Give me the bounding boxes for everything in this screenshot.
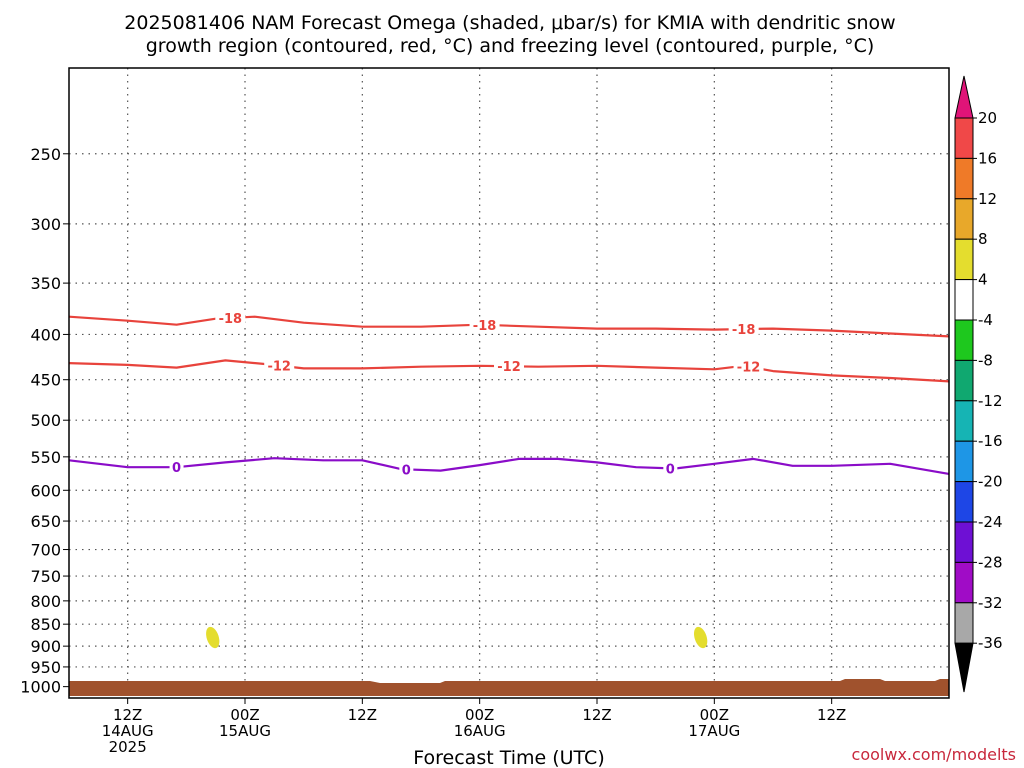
y-tick-label: 850 xyxy=(30,615,61,634)
x-tick-label: 00Z xyxy=(700,706,729,724)
grid-lines xyxy=(69,68,949,698)
colorbar-segment xyxy=(954,561,974,604)
y-tick-label: 750 xyxy=(30,567,61,586)
contour-label: -12 xyxy=(267,360,291,375)
y-tick-label: 700 xyxy=(30,541,61,560)
colorbar-label: 12 xyxy=(978,190,997,208)
x-tick-label: 12Z xyxy=(582,706,611,724)
omega-shaded-region xyxy=(206,626,220,649)
y-tick-label: 500 xyxy=(30,411,61,430)
y-tick-label: 300 xyxy=(30,215,61,234)
contour-label: 0 xyxy=(172,461,181,476)
y-tick-label: 550 xyxy=(30,448,61,467)
contour-label-bg xyxy=(469,316,500,333)
x-tick-label: 14AUG xyxy=(102,722,154,740)
contour-label-bg xyxy=(494,358,524,375)
colorbar-segment xyxy=(954,279,974,321)
colorbar-label: 16 xyxy=(978,149,997,167)
omega-shaded-region xyxy=(694,626,708,649)
contour-label-bg xyxy=(264,357,295,374)
y-tick-label: 800 xyxy=(30,592,61,611)
colorbar-segment xyxy=(954,602,974,644)
x-tick-label: 17AUG xyxy=(688,722,740,740)
contour-lines: -18 -18 -18 -12 -12 -12 0 0 0 xyxy=(68,309,950,478)
colorbar-segment xyxy=(954,157,974,200)
contour-label: -18 xyxy=(219,312,243,327)
contour-label-bg xyxy=(399,461,414,478)
colorbar-label: -8 xyxy=(978,351,993,369)
y-tick-label: 450 xyxy=(30,371,61,390)
y-tick-label: 400 xyxy=(30,325,61,344)
contour-line xyxy=(68,457,950,475)
y-tick-label: 650 xyxy=(30,512,61,531)
colorbar-segment xyxy=(954,400,974,442)
colorbar-label: -28 xyxy=(978,553,1003,571)
x-tick-label: 00Z xyxy=(465,706,494,724)
colorbar-label: -36 xyxy=(978,634,1003,652)
terrain-fill xyxy=(69,679,949,696)
y-tick-label: 250 xyxy=(30,145,61,164)
credit-text: coolwx.com/modelts xyxy=(852,745,1016,764)
colorbar-label: -12 xyxy=(978,392,1003,410)
x-tick-label: 12Z xyxy=(113,706,142,724)
colorbar-segment xyxy=(954,238,974,281)
contour-label-bg xyxy=(663,460,678,477)
colorbar-label: 4 xyxy=(978,271,988,289)
x-axis-title: Forecast Time (UTC) xyxy=(413,747,604,768)
y-tick-label: 900 xyxy=(30,637,61,656)
contour-label-bg xyxy=(733,358,764,375)
colorbar: 20 16 12 8 4 -4 -8 -12 -16 -20 -24 -28 -32 -36 xyxy=(954,75,1003,693)
omega-shading xyxy=(206,626,708,649)
x-tick-label: 2025 xyxy=(109,738,147,756)
plot-background xyxy=(69,68,949,698)
contour-label-bg xyxy=(728,321,759,338)
colorbar-segment xyxy=(954,521,974,563)
colorbar-segment xyxy=(954,198,974,240)
x-tick-label: 15AUG xyxy=(219,722,271,740)
colorbar-segment xyxy=(954,319,974,361)
x-tick-label: 16AUG xyxy=(454,722,506,740)
y-tick-label: 600 xyxy=(30,481,61,500)
contour-label: -18 xyxy=(473,319,497,334)
colorbar-bottom-triangle xyxy=(954,642,974,693)
colorbar-label: 8 xyxy=(978,230,988,248)
contour-label-bg xyxy=(169,459,184,476)
x-tick-label: 12Z xyxy=(348,706,377,724)
contour-label-bg xyxy=(215,309,246,326)
contour-label: -18 xyxy=(732,323,756,338)
y-tick-label: 350 xyxy=(30,274,61,293)
colorbar-label: -32 xyxy=(978,594,1003,612)
contour-label: -12 xyxy=(497,360,521,375)
y-tick-label: 950 xyxy=(30,658,61,677)
colorbar-label: 20 xyxy=(978,109,997,127)
colorbar-segment xyxy=(954,481,974,523)
contour-label: 0 xyxy=(666,462,675,477)
colorbar-label: -24 xyxy=(978,513,1003,531)
x-tick-label: 12Z xyxy=(817,706,846,724)
contour-label: 0 xyxy=(402,463,411,478)
x-tick-label: 00Z xyxy=(230,706,259,724)
contour-label: -12 xyxy=(737,361,761,376)
chart-title-line-2: growth region (contoured, red, °C) and f… xyxy=(146,35,875,57)
colorbar-segment xyxy=(954,117,974,159)
terrain-layer xyxy=(69,679,949,696)
chart-title-line-1: 2025081406 NAM Forecast Omega (shaded, μ… xyxy=(124,12,895,34)
colorbar-label: -4 xyxy=(978,311,993,329)
colorbar-segment xyxy=(954,359,974,402)
colorbar-top-triangle xyxy=(954,75,974,119)
colorbar-label: -16 xyxy=(978,432,1003,450)
colorbar-label: -20 xyxy=(978,473,1003,491)
plot-area: -18 -18 -18 -12 -12 -12 0 0 0 xyxy=(68,67,950,699)
colorbar-segment xyxy=(954,440,974,483)
y-axis: 250 300 350 400 450 500 550 600 650 700 750 800 850 9… xyxy=(20,145,69,697)
y-tick-label: 1000 xyxy=(20,678,61,697)
plot-frame xyxy=(68,67,950,699)
